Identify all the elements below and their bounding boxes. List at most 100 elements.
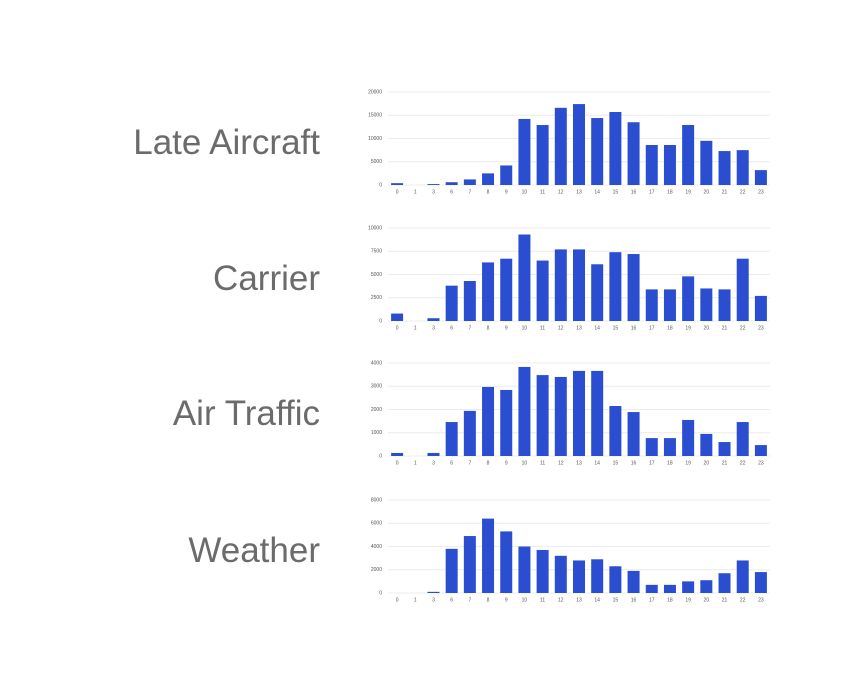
x-tick-label: 23: [758, 325, 764, 331]
bar: [754, 170, 767, 185]
bar: [518, 234, 531, 321]
x-tick-label: 21: [722, 325, 728, 331]
bar: [572, 370, 586, 456]
y-tick-label: 1000: [371, 430, 382, 436]
bar: [427, 452, 440, 456]
y-tick-label: 7500: [371, 249, 382, 255]
x-tick-label: 20: [704, 460, 710, 466]
y-tick-label: 0: [379, 318, 382, 324]
x-tick-label: 19: [685, 325, 691, 331]
x-tick-label: 22: [740, 325, 746, 331]
bar: [754, 445, 767, 456]
y-tick-label: 4000: [371, 360, 382, 366]
x-tick-label: 15: [613, 460, 619, 466]
x-tick-label: 9: [505, 460, 508, 466]
bar: [754, 572, 767, 593]
bar: [500, 258, 513, 321]
x-tick-label: 3: [432, 597, 435, 603]
x-tick-label: 15: [613, 325, 619, 331]
x-tick-label: 3: [432, 189, 435, 195]
bar: [645, 438, 658, 456]
y-tick-label: 10000: [368, 136, 382, 142]
x-tick-label: 0: [396, 460, 399, 466]
bar: [609, 406, 622, 456]
x-tick-label: 6: [450, 189, 453, 195]
x-tick-label: 15: [613, 597, 619, 603]
x-tick-label: 23: [758, 189, 764, 195]
bar: [572, 104, 586, 185]
x-tick-label: 3: [432, 325, 435, 331]
bar: [572, 560, 586, 593]
x-tick-label: 0: [396, 189, 399, 195]
x-tick-label: 9: [505, 325, 508, 331]
bar: [591, 559, 604, 593]
x-tick-label: 12: [558, 189, 564, 195]
x-tick-label: 22: [740, 597, 746, 603]
x-tick-label: 8: [487, 325, 490, 331]
x-tick-label: 15: [613, 189, 619, 195]
bar: [518, 366, 531, 456]
y-tick-label: 2000: [371, 567, 382, 573]
bar: [700, 140, 713, 185]
x-tick-label: 10: [522, 460, 528, 466]
bar: [427, 591, 440, 593]
x-tick-label: 7: [468, 325, 471, 331]
y-tick-label: 4000: [371, 544, 382, 550]
bar: [536, 549, 549, 593]
bar: [391, 313, 404, 321]
bar: [609, 566, 622, 593]
bar: [682, 125, 695, 185]
chart-title: Carrier: [213, 259, 320, 298]
bar: [663, 584, 676, 593]
bar: [645, 584, 658, 593]
x-tick-label: 22: [740, 189, 746, 195]
x-tick-label: 20: [704, 325, 710, 331]
x-tick-label: 21: [722, 189, 728, 195]
x-tick-label: 17: [649, 189, 655, 195]
bar: [718, 442, 731, 456]
bar: [536, 260, 549, 321]
bar: [663, 145, 676, 185]
bar: [609, 111, 622, 185]
bar: [445, 182, 458, 185]
bar: [482, 386, 495, 456]
bar: [554, 376, 567, 456]
bar: [500, 531, 513, 593]
x-tick-label: 17: [649, 460, 655, 466]
x-tick-label: 0: [396, 325, 399, 331]
bar: [591, 118, 604, 185]
x-tick-label: 23: [758, 460, 764, 466]
bar: [482, 173, 495, 185]
bar: [718, 289, 731, 321]
x-tick-label: 10: [522, 189, 528, 195]
x-tick-label: 12: [558, 597, 564, 603]
bar: [627, 254, 640, 321]
x-tick-label: 17: [649, 325, 655, 331]
x-tick-label: 8: [487, 189, 490, 195]
x-tick-label: 7: [468, 460, 471, 466]
y-tick-label: 10000: [368, 225, 382, 231]
x-tick-label: 10: [522, 325, 528, 331]
x-tick-label: 9: [505, 189, 508, 195]
bar: [445, 422, 458, 456]
chart-title: Late Aircraft: [133, 123, 320, 162]
bar: [627, 412, 640, 456]
bar: [445, 285, 458, 321]
bar: [536, 375, 549, 456]
x-tick-label: 1: [414, 189, 417, 195]
bar: [518, 118, 531, 185]
y-tick-label: 2500: [371, 295, 382, 301]
bar: [591, 264, 604, 321]
bar: [591, 370, 604, 456]
x-tick-label: 11: [540, 597, 545, 603]
y-tick-label: 3000: [371, 384, 382, 390]
bar: [645, 289, 658, 321]
bar: [645, 145, 658, 185]
bar: [609, 252, 622, 321]
y-tick-label: 20000: [368, 89, 382, 95]
bar: [427, 318, 440, 321]
x-tick-label: 14: [594, 189, 600, 195]
x-tick-label: 7: [468, 597, 471, 603]
bar: [700, 433, 713, 456]
bar: [627, 570, 640, 593]
